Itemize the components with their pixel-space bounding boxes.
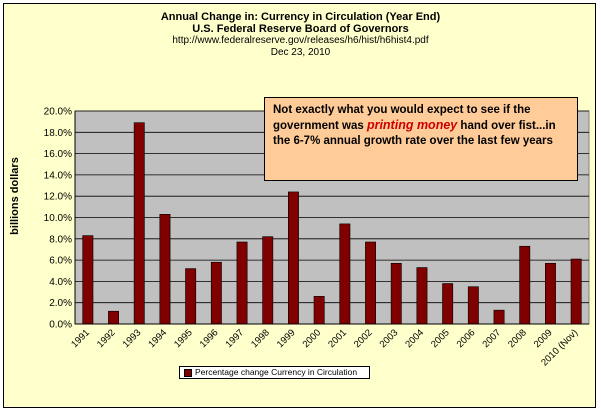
bar [365, 241, 376, 325]
source-url: http://www.federalreserve.gov/releases/h… [172, 35, 429, 46]
bar [210, 261, 222, 325]
bar [108, 310, 119, 325]
bar-chart: 0.0% 2.0% 4.0% 6.0% 8.0% 10.0% 12.0% 14.0% 16.0%… [44, 107, 590, 368]
annotation-text-end: hand over fist...in the 6-7% annual grow… [273, 120, 556, 147]
x-tick-label: 1996 [198, 327, 221, 350]
x-tick-label: 2002 [352, 327, 375, 350]
annotation-box: Not exactly what you would expect to see… [264, 97, 578, 181]
bar [519, 245, 531, 325]
x-tick-label: 2005 [429, 327, 452, 350]
x-tick-labels: 1991 1992 1993 1994 1995 1996 1997 1998 1999 2000… [69, 327, 580, 368]
x-tick-label: 2007 [480, 327, 503, 350]
y-tick-label: 8.0% [49, 234, 72, 245]
bar [390, 262, 402, 325]
y-axis-label: billions dollars [9, 157, 21, 235]
chart-title: Annual Change in: Currency in Circulatio… [160, 11, 441, 23]
bar [467, 286, 479, 325]
annotation-text-start: Not exactly what you would expect to see… [273, 104, 531, 132]
bar [570, 258, 582, 325]
y-tick-label: 20.0% [44, 107, 72, 118]
x-tick-label: 1991 [69, 327, 92, 350]
x-tick-label: 1993 [121, 327, 144, 350]
y-tick-label: 14.0% [44, 170, 72, 181]
bar [159, 214, 171, 325]
x-tick-label: 1992 [95, 327, 118, 350]
x-tick-label: 2006 [455, 327, 478, 350]
y-tick-label: 16.0% [44, 149, 72, 160]
y-tick-label: 4.0% [49, 277, 72, 288]
bar [236, 241, 248, 325]
x-tick-label: 1995 [172, 327, 195, 350]
legend-label: Percentage change Currency in Circulatio… [195, 367, 358, 377]
legend-swatch [184, 369, 192, 377]
y-tick-label: 10.0% [44, 213, 72, 224]
bar [288, 191, 299, 325]
x-tick-label: 2009 [532, 327, 555, 350]
bar [82, 235, 94, 325]
x-tick-label: 1998 [249, 327, 272, 350]
bar [185, 268, 197, 325]
chart-frame: Annual Change in: Currency in Circulatio… [3, 3, 596, 408]
y-tick-label: 18.0% [44, 128, 72, 139]
chart-subtitle: U.S. Federal Reserve Board of Governors [192, 23, 409, 35]
bar [133, 122, 145, 325]
bars [74, 111, 589, 325]
y-tick-label: 6.0% [49, 256, 72, 267]
bar [313, 296, 325, 325]
x-tick-label: 1997 [223, 327, 246, 350]
x-tick-label: 2003 [378, 327, 401, 350]
y-tick-label: 2.0% [49, 298, 72, 309]
bar [416, 267, 428, 325]
x-tick-label: 2008 [506, 327, 529, 350]
chart-date: Dec 23, 2010 [270, 47, 331, 58]
y-tick-label: 0.0% [49, 320, 72, 331]
x-tick-label: 2001 [326, 327, 349, 350]
bar [442, 283, 454, 325]
x-tick-label: 1994 [146, 327, 169, 350]
annotation-highlight: printing money [366, 118, 458, 132]
x-tick-label: 2000 [301, 327, 324, 350]
bar [545, 262, 556, 325]
x-tick-label: 2004 [403, 327, 426, 350]
bar [262, 236, 274, 325]
y-tick-labels: 0.0% 2.0% 4.0% 6.0% 8.0% 10.0% 12.0% 14.0% 16.0%… [44, 107, 72, 331]
bar [339, 223, 351, 325]
x-tick-label: 1999 [275, 327, 298, 350]
y-tick-label: 12.0% [44, 192, 72, 203]
legend: Percentage change Currency in Circulatio… [179, 366, 370, 379]
bar [493, 309, 505, 325]
